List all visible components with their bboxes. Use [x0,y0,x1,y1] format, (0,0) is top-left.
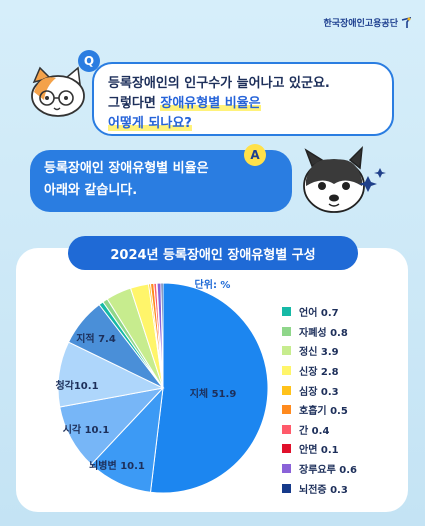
organization-logo: 한국장애인고용공단 [323,16,411,29]
legend-swatch [282,483,291,493]
legend-label: 호흡기 0.5 [299,406,348,418]
legend-label: 정신 3.9 [299,347,339,359]
slice-label-0: 지체 51.9 [190,387,237,400]
question-highlight: 장애유형별 비율은 [160,96,261,111]
question-badge: Q [78,50,100,72]
legend-swatch [282,385,291,395]
question-line-3: 어떻게 되나요? [108,114,378,134]
legend-label: 장루요루 0.6 [299,465,357,477]
legend-swatch [282,326,291,336]
legend-item-4: 심장 0.3 [282,380,357,400]
pie-slice-14 [160,282,164,389]
legend-label: 자폐성 0.8 [299,327,348,339]
legend-item-7: 안면 0.1 [282,439,357,459]
slice-label-4: 지적 7.4 [76,332,116,345]
legend-label: 신장 2.8 [299,367,339,379]
legend-item-5: 호흡기 0.5 [282,400,357,420]
question-line-3-text: 어떻게 되나요? [108,116,192,131]
slice-label-1: 뇌병변 10.1 [89,459,145,472]
legend-item-2: 정신 3.9 [282,341,357,361]
answer-line-2: 아래와 같습니다. [44,183,138,198]
question-line-2-prefix: 그렇다면 [108,96,161,111]
question-line-2: 그렇다면 장애유형별 비율은 [108,94,378,114]
legend-swatch [282,346,291,356]
question-bubble: 등록장애인의 인구수가 늘어나고 있군요. 그렇다면 장애유형별 비율은 어떻게… [92,62,394,136]
slice-label-3: 청각10.1 [55,379,98,392]
legend-label: 언어 0.7 [299,308,339,320]
logo-mark-icon [401,16,411,28]
question-line-1: 등록장애인의 인구수가 늘어나고 있군요. [108,76,330,91]
legend-item-9: 뇌전증 0.3 [282,478,357,498]
legend-swatch [282,366,291,376]
legend-item-8: 장루요루 0.6 [282,459,357,479]
answer-line-1: 등록장애인 장애유형별 비율은 [44,161,209,176]
legend-swatch [282,464,291,474]
legend-swatch [282,307,291,317]
legend-item-1: 자폐성 0.8 [282,322,357,342]
slice-label-2: 시각 10.1 [63,424,110,436]
legend-item-3: 신장 2.8 [282,361,357,381]
legend-label: 간 0.4 [299,425,330,437]
legend-swatch [282,444,291,454]
answer-badge: A [244,144,266,166]
legend-item-0: 언어 0.7 [282,302,357,322]
chart-unit: 단위: % [194,280,231,291]
chart-title: 2024년 등록장애인 장애유형별 구성 [68,236,358,270]
legend-swatch [282,424,291,434]
chart-legend: 언어 0.7 자폐성 0.8 정신 3.9 신장 2.8 심장 0.3 호흡기 0.5 간 … [282,302,357,498]
legend-swatch [282,405,291,415]
pie-slice-0 [149,282,269,494]
legend-item-6: 간 0.4 [282,420,357,440]
legend-label: 뇌전증 0.3 [299,484,348,496]
logo-text: 한국장애인고용공단 [323,19,398,29]
legend-label: 심장 0.3 [299,386,339,398]
legend-label: 안면 0.1 [299,445,339,457]
